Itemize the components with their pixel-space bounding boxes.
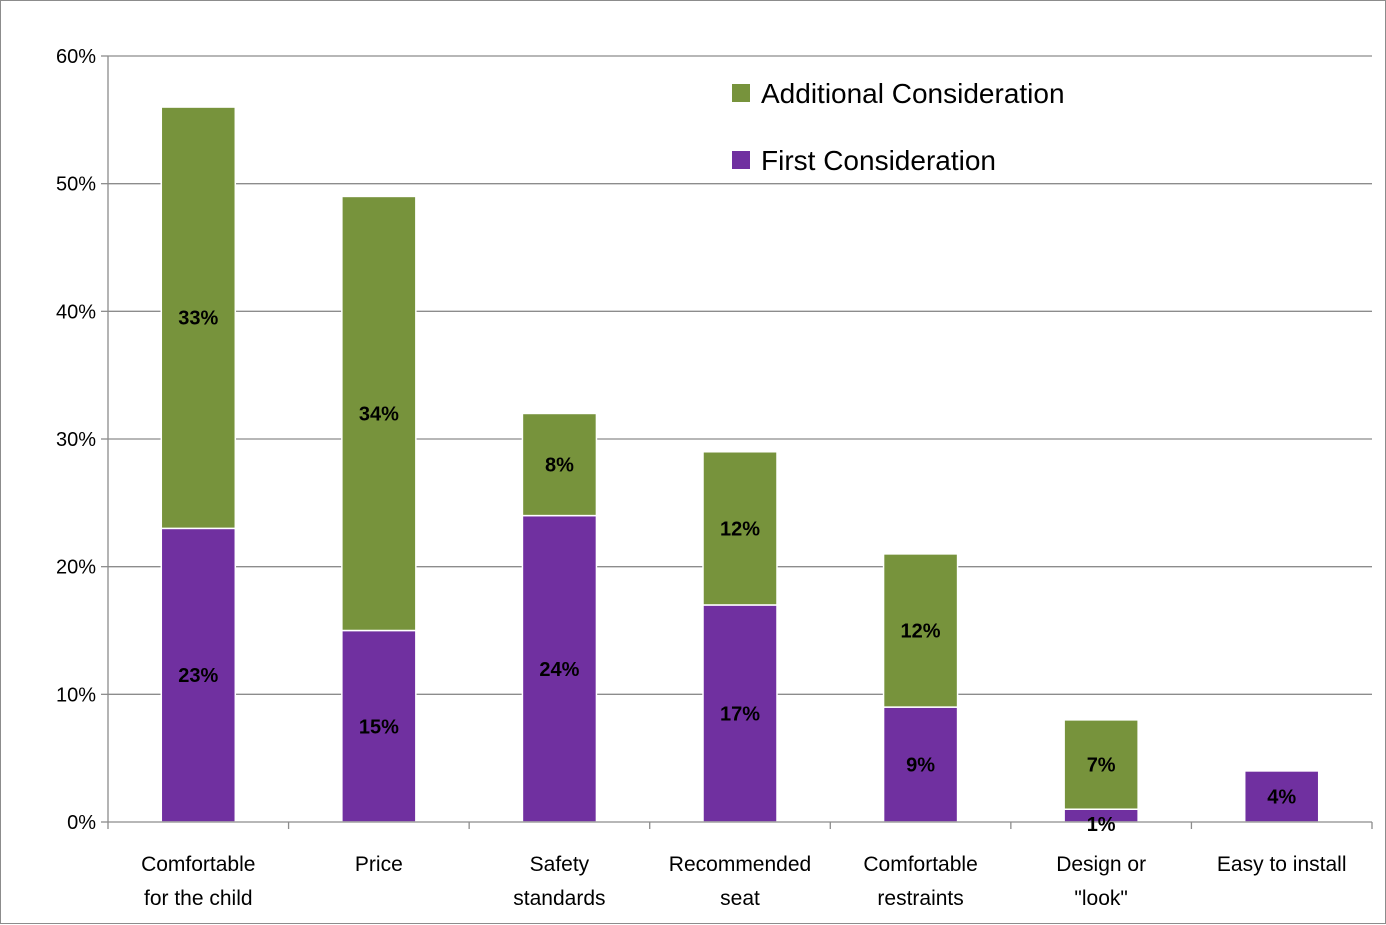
x-category-label: Easy to install bbox=[1217, 853, 1347, 876]
x-category-label: "look" bbox=[1074, 887, 1127, 910]
x-category-label: Price bbox=[355, 853, 403, 876]
x-category-label: Safety bbox=[530, 853, 590, 876]
legend-swatch bbox=[732, 84, 750, 102]
y-tick-label: 40% bbox=[56, 301, 96, 323]
data-label: 23% bbox=[178, 665, 218, 687]
axes: 0% 10% 20% 30% 40% 50% 60% Comfortable for the c… bbox=[56, 46, 1373, 910]
data-label: 12% bbox=[720, 518, 760, 540]
data-label: 24% bbox=[539, 659, 579, 681]
data-label: 9% bbox=[906, 755, 935, 777]
x-category-label: Design or bbox=[1056, 853, 1146, 876]
bar-additional-consideration bbox=[521, 412, 598, 517]
bar-additional-consideration bbox=[702, 451, 778, 606]
data-label: 33% bbox=[178, 308, 218, 330]
legend-label: First Consideration bbox=[761, 145, 996, 176]
data-label: 8% bbox=[545, 455, 574, 477]
data-label: 1% bbox=[1087, 814, 1116, 836]
x-category-label: standards bbox=[513, 887, 605, 910]
legend-label: Additional Consideration bbox=[761, 78, 1065, 109]
bar-first-consideration bbox=[521, 514, 598, 823]
bar-additional-consideration bbox=[882, 553, 959, 708]
data-label: 34% bbox=[359, 403, 399, 425]
data-labels: 23% 33% 15% 34% 24% 8% 17% 12% 9% 12% 1% 7% 4% bbox=[178, 308, 1296, 836]
x-category-label: restraints bbox=[877, 887, 963, 910]
legend: Additional Consideration First Considerat… bbox=[732, 78, 1065, 176]
x-category-label: Comfortable bbox=[141, 853, 255, 876]
bar-first-consideration bbox=[1243, 770, 1320, 823]
bars bbox=[160, 106, 1320, 823]
y-tick-label: 0% bbox=[67, 812, 96, 834]
x-category-label: Comfortable bbox=[863, 853, 977, 876]
y-tick-label: 60% bbox=[56, 46, 96, 68]
gridlines bbox=[108, 55, 1372, 695]
x-category-label: Recommended bbox=[669, 853, 811, 876]
y-tick-label: 50% bbox=[56, 174, 96, 196]
bar-first-consideration bbox=[341, 629, 417, 823]
legend-swatch bbox=[732, 151, 750, 169]
y-tick-label: 10% bbox=[56, 684, 96, 706]
x-category-label: seat bbox=[720, 887, 760, 910]
y-tick-label: 20% bbox=[56, 557, 96, 579]
data-label: 12% bbox=[901, 621, 941, 643]
y-tick-label: 30% bbox=[56, 429, 96, 451]
bar-additional-consideration bbox=[160, 106, 237, 530]
data-label: 17% bbox=[720, 703, 760, 725]
bar-first-consideration bbox=[702, 604, 778, 823]
data-label: 15% bbox=[359, 716, 399, 738]
bar-additional-consideration bbox=[341, 195, 417, 632]
data-label: 4% bbox=[1267, 786, 1296, 808]
data-label: 7% bbox=[1087, 755, 1116, 777]
x-category-label: for the child bbox=[144, 887, 253, 910]
bar-additional-consideration bbox=[1063, 719, 1139, 810]
